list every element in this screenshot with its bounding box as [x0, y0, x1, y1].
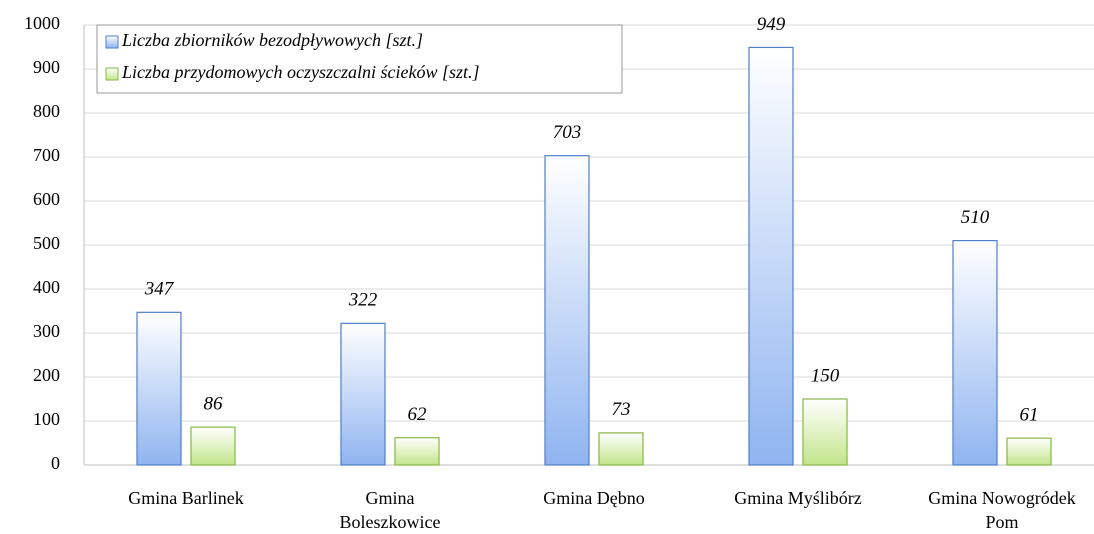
y-tick-label: 700	[33, 145, 60, 165]
y-tick-label: 600	[33, 189, 60, 209]
y-tick-label: 300	[33, 321, 60, 341]
legend: Liczba zbiorników bezodpływowych [szt.] L…	[96, 24, 623, 94]
data-label: 347	[144, 279, 175, 300]
y-tick-label: 0	[51, 453, 60, 473]
data-label: 73	[612, 399, 631, 420]
x-tick-label: Gmina Nowogródek Pom	[928, 488, 1076, 532]
data-label: 949	[757, 14, 786, 35]
legend-label: Liczba przydomowych oczyszczalni ścieków…	[121, 62, 479, 82]
bar	[802, 398, 848, 466]
bar	[952, 240, 998, 466]
bar	[598, 432, 644, 466]
bar	[748, 46, 794, 466]
x-tick-label: Gmina Myślibórz	[734, 488, 862, 508]
legend-swatch	[105, 35, 119, 49]
bar	[394, 437, 440, 466]
data-label: 150	[811, 365, 840, 386]
y-tick-label: 400	[33, 277, 60, 297]
legend-swatch	[105, 67, 119, 81]
y-tick-label: 200	[33, 365, 60, 385]
bar	[544, 155, 590, 466]
data-label: 61	[1020, 405, 1039, 426]
legend-box	[96, 24, 623, 94]
bar	[1006, 437, 1052, 466]
y-tick-label: 900	[33, 57, 60, 77]
y-tick-label: 1000	[24, 13, 60, 33]
data-label: 510	[961, 207, 990, 228]
x-tick-label: Gmina Dębno	[543, 488, 645, 508]
y-tick-label: 800	[33, 101, 60, 121]
data-label: 322	[348, 290, 378, 311]
bar	[190, 426, 236, 466]
x-tick-label: Gmina Barlinek	[128, 488, 244, 508]
y-tick-label: 500	[33, 233, 60, 253]
legend-label: Liczba zbiorników bezodpływowych [szt.]	[121, 30, 423, 50]
bar	[136, 311, 182, 466]
data-label: 62	[408, 404, 428, 425]
bar	[340, 322, 386, 466]
y-tick-label: 100	[33, 409, 60, 429]
x-tick-label: Gmina Boleszkowice	[339, 488, 441, 532]
data-label: 86	[204, 394, 224, 415]
data-label: 703	[553, 122, 582, 143]
